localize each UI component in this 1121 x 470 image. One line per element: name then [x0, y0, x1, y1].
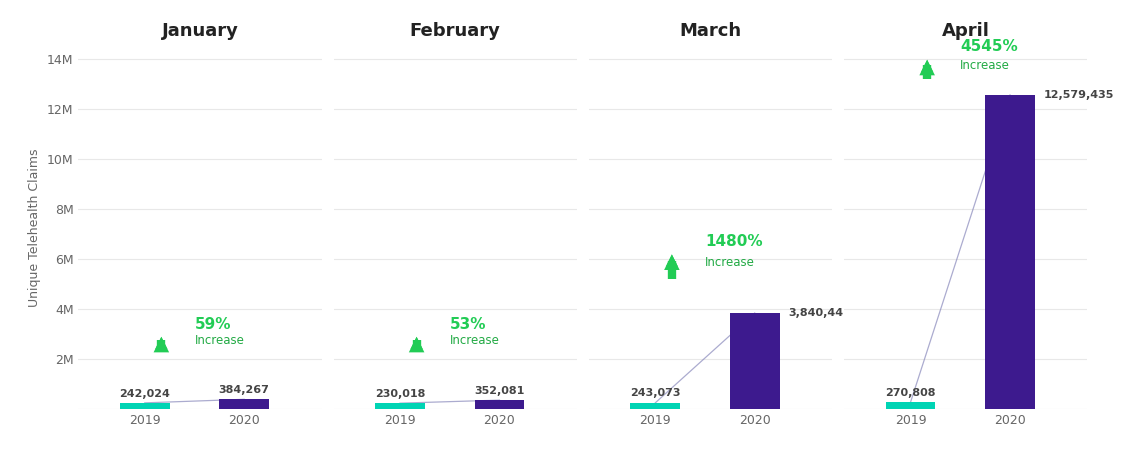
- Text: 3,840,441: 3,840,441: [788, 308, 851, 318]
- Bar: [376, 403, 425, 409]
- Bar: [886, 402, 935, 409]
- Bar: [120, 403, 169, 409]
- Text: Increase: Increase: [961, 59, 1010, 72]
- Bar: [220, 400, 269, 409]
- Text: 4545%: 4545%: [961, 39, 1018, 55]
- Text: 59%: 59%: [195, 316, 231, 331]
- Text: 384,267: 384,267: [219, 385, 270, 395]
- Text: 242,024: 242,024: [119, 389, 170, 399]
- Title: March: March: [679, 22, 742, 40]
- Text: 243,073: 243,073: [630, 389, 680, 399]
- Bar: [985, 95, 1035, 409]
- Text: Increase: Increase: [195, 334, 244, 346]
- Title: January: January: [161, 22, 239, 40]
- Text: Increase: Increase: [450, 334, 500, 346]
- Text: 230,018: 230,018: [374, 389, 425, 399]
- Text: 53%: 53%: [450, 316, 487, 331]
- Text: 270,808: 270,808: [886, 388, 936, 398]
- Title: February: February: [410, 22, 501, 40]
- Text: Increase: Increase: [705, 256, 754, 269]
- Title: April: April: [942, 22, 990, 40]
- Bar: [730, 313, 779, 409]
- Text: 1480%: 1480%: [705, 234, 762, 249]
- Y-axis label: Unique Telehealth Claims: Unique Telehealth Claims: [28, 149, 41, 307]
- Text: 352,081: 352,081: [474, 386, 525, 396]
- Text: 12,579,435: 12,579,435: [1044, 90, 1114, 100]
- Bar: [630, 403, 680, 409]
- Bar: [474, 400, 525, 409]
